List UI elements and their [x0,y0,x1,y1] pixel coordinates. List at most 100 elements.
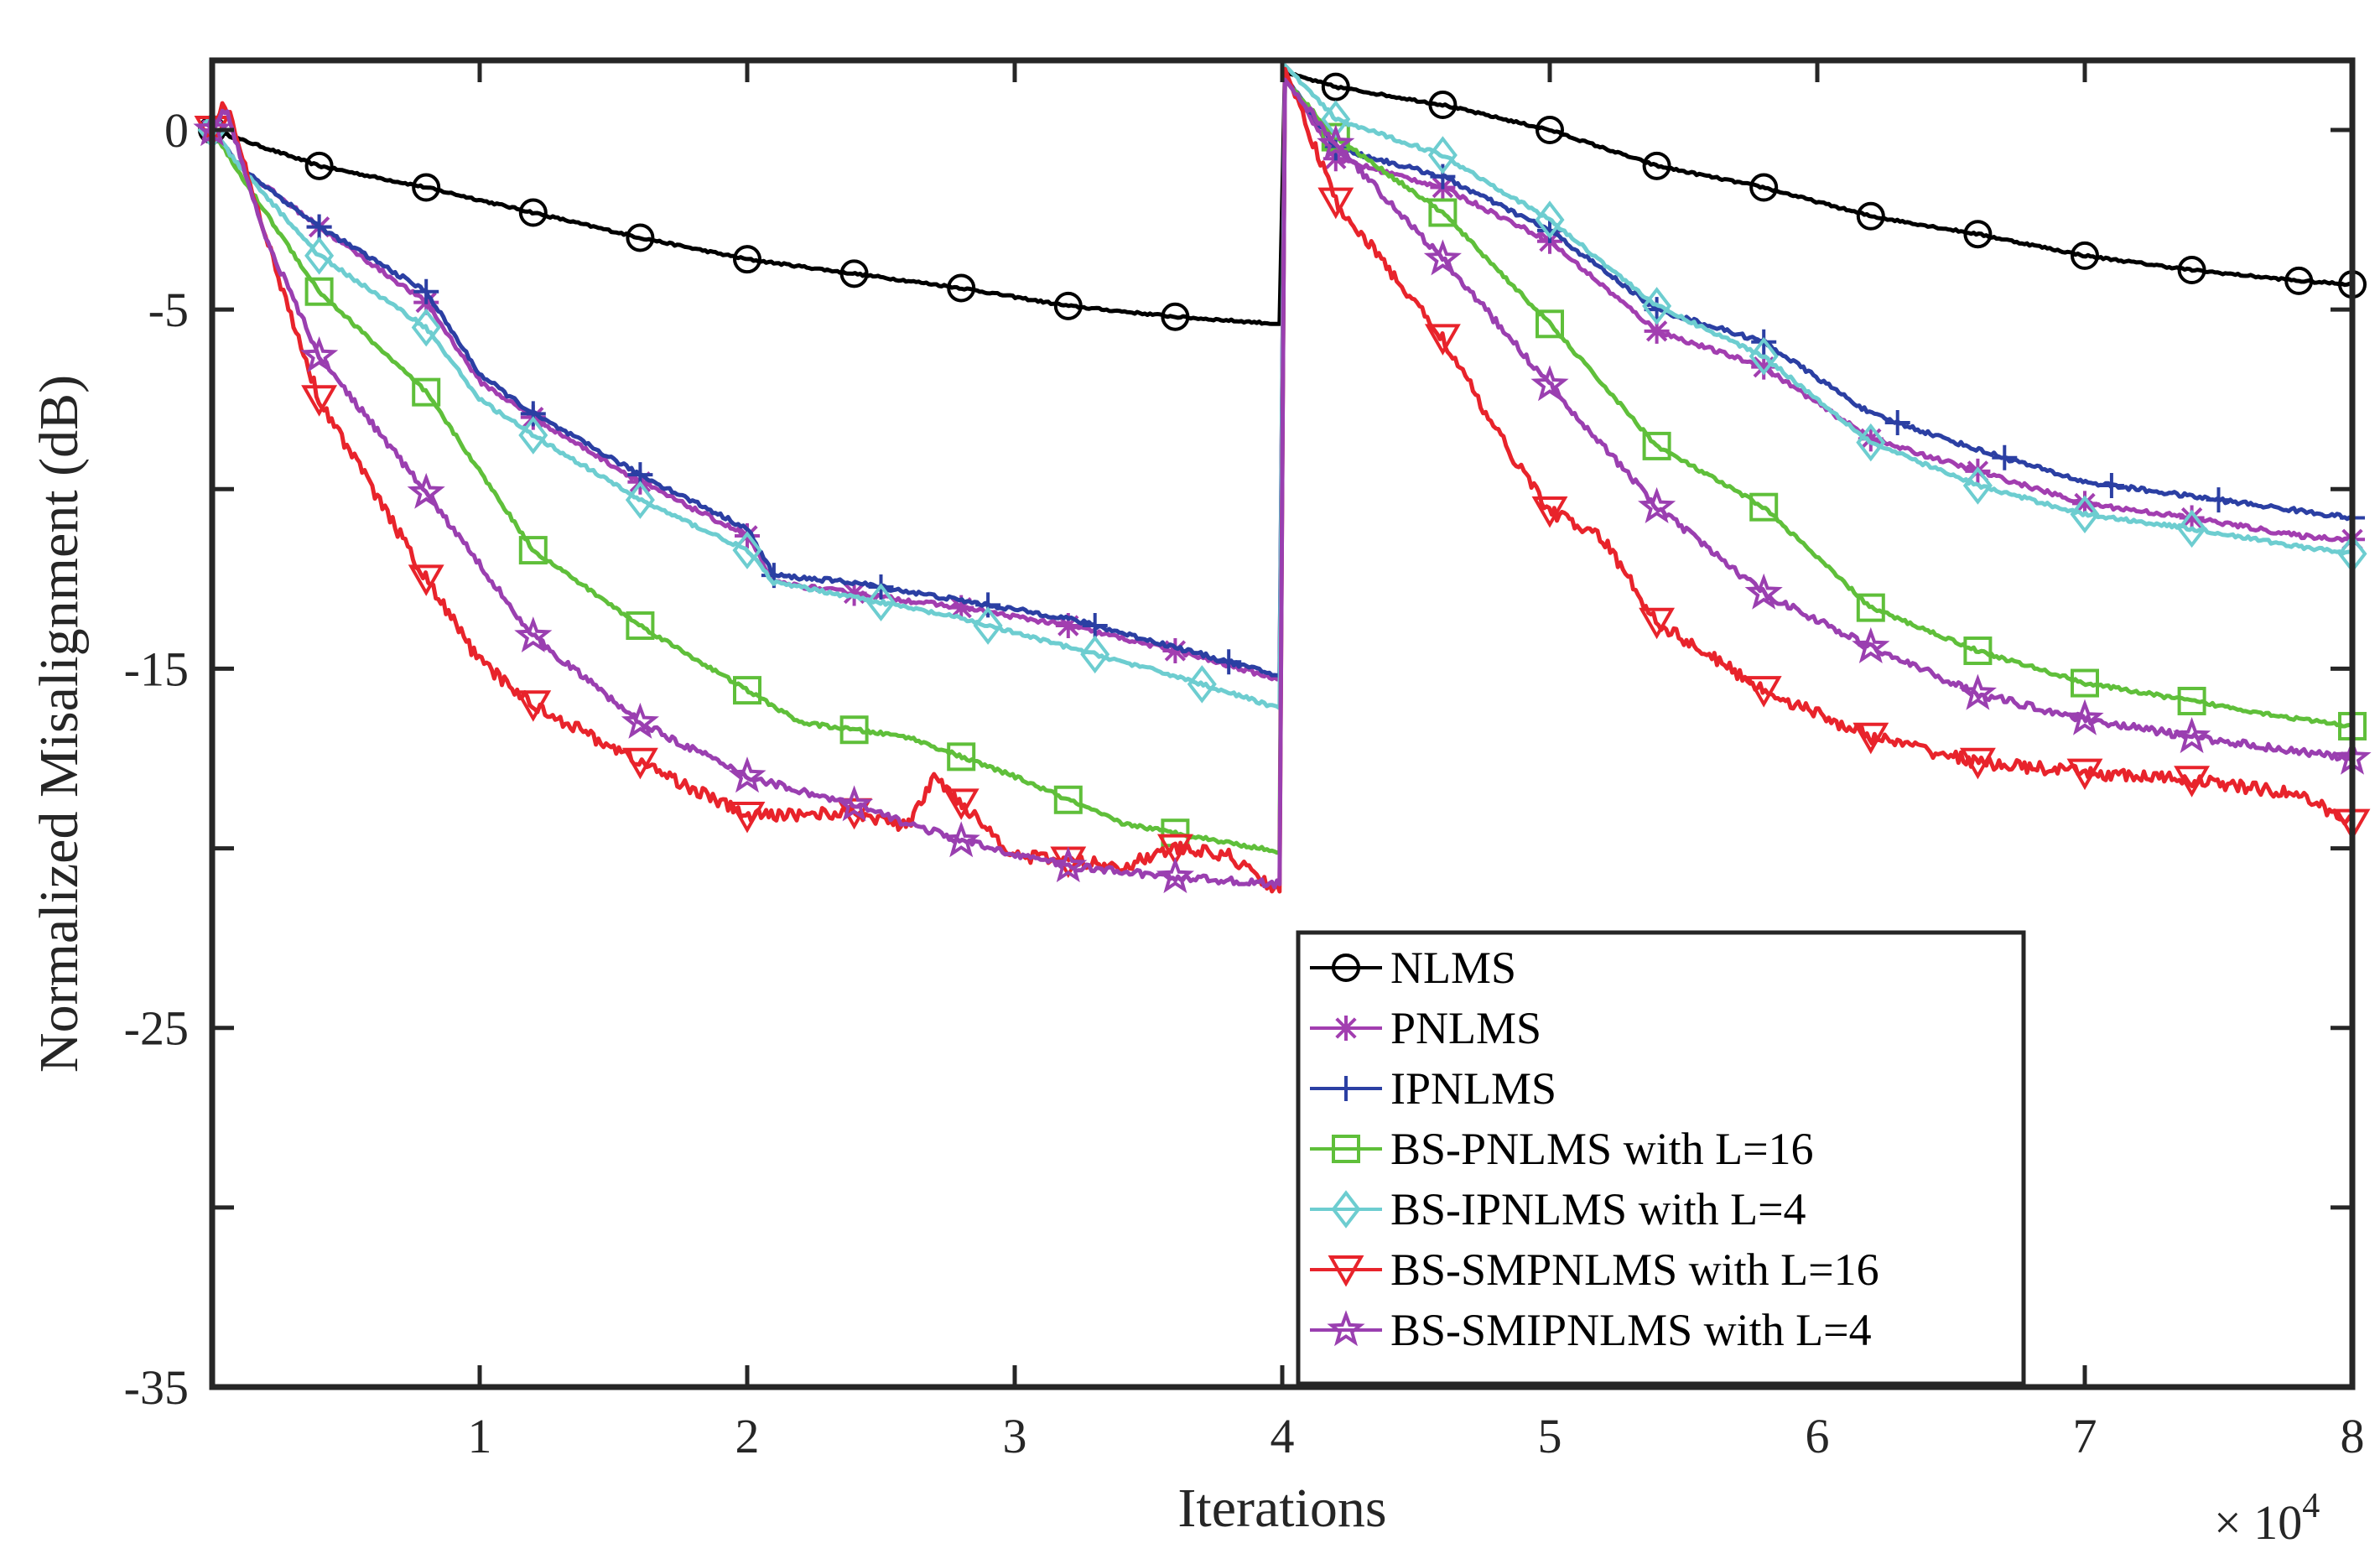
marker-asterisk [1858,426,1884,452]
x-tick-label: 6 [1806,1409,1830,1463]
marker-triangle [1424,324,1461,356]
marker-plus [2206,487,2232,513]
legend-label: BS-SMPNLMS with L=16 [1390,1244,1879,1295]
marker-circle [1856,201,1885,231]
marker-plus [1992,444,2018,470]
legend-label: BS-PNLMS with L=16 [1390,1124,1814,1174]
marker-diamond [732,531,762,569]
legend-item: PNLMS [1310,1003,1541,1053]
marker-asterisk [948,595,974,621]
legend-label: BS-IPNLMS with L=4 [1390,1184,1806,1234]
marker-triangle [1745,676,1782,708]
marker-square [1749,492,1779,522]
legend-item: BS-PNLMS with L=16 [1310,1124,1814,1174]
marker-circle [1536,116,1564,144]
marker-triangle [943,788,980,820]
marker-square [733,676,761,705]
marker-asterisk [1162,638,1188,664]
marker-star [407,472,445,509]
marker-triangle [1328,1255,1364,1287]
marker-star [942,821,980,858]
marker-square [2071,668,2099,698]
y-tick-label: -35 [124,1360,189,1415]
marker-star [621,702,659,739]
marker-circle [1749,173,1779,202]
marker-plus [306,214,332,240]
legend-label: NLMS [1390,943,1516,993]
x-multiplier-base: × 10 [2214,1495,2302,1550]
legend-label: BS-SMIPNLMS with L=4 [1390,1305,1872,1355]
legend-label: IPNLMS [1390,1063,1556,1114]
marker-circle [947,273,976,303]
marker-diamond [411,308,441,347]
x-tick-label: 3 [1003,1409,1027,1463]
x-tick-label: 4 [1271,1409,1295,1463]
marker-star [728,756,766,793]
legend-label: PNLMS [1390,1003,1541,1053]
x-multiplier-label: × 104 [2214,1487,2320,1550]
marker-square [1332,1135,1360,1163]
marker-diamond [1321,100,1351,138]
marker-star [1156,856,1194,894]
marker-diamond [973,606,1003,645]
marker-asterisk [2072,491,2097,517]
marker-diamond [1535,200,1565,239]
marker-star [2066,699,2104,735]
y-tick-label: -25 [124,1001,189,1056]
marker-asterisk [1333,1016,1359,1041]
marker-circle [518,198,548,227]
marker-star [1638,486,1676,523]
marker-asterisk [1055,613,1081,639]
marker-circle [1332,953,1360,982]
marker-square [626,611,655,641]
marker-star [1744,573,1783,610]
x-axis-label: Iterations [1177,1478,1386,1539]
legend-item: BS-IPNLMS with L=4 [1310,1184,1806,1234]
marker-circle [412,173,441,202]
marker-asterisk [1751,354,1777,380]
marker-square [1963,637,1993,666]
marker-star [1327,1310,1365,1347]
marker-circle [1642,151,1671,180]
marker-star [1317,124,1355,161]
marker-circle [1321,72,1350,101]
marker-diamond [2177,509,2207,548]
marker-triangle [2174,766,2211,798]
legend-box [1296,930,2026,1386]
plot-area [193,63,2372,894]
marker-plus [975,592,1001,618]
marker-square [518,536,548,565]
marker-circle [1963,220,1993,249]
y-tick-label: 0 [164,103,189,158]
marker-diamond [1962,466,1993,505]
marker-circle [839,259,869,288]
marker-square [1856,593,1885,622]
marker-diamond [865,583,896,621]
marker-diamond [1080,635,1110,674]
marker-triangle [1317,187,1354,220]
x-tick-label: 2 [735,1409,760,1463]
plot-frame [209,57,2356,1390]
marker-plus [1082,613,1108,639]
marker-circle [2177,256,2206,285]
marker-circle [2071,241,2099,270]
marker-diamond [1187,665,1217,704]
legend-item: NLMS [1310,943,1516,993]
x-tick-label: 7 [2073,1409,2097,1463]
marker-diamond [1642,287,1672,325]
marker-square [1536,309,1564,339]
marker-square [1053,785,1083,814]
marker-diamond [1749,337,1779,376]
marker-triangle [408,564,444,596]
legend: NLMS PNLMS IPNLMS BS-PNLMS with L=16 BS-IPNL… [1296,930,2026,1386]
marker-plus [2098,473,2124,499]
marker-diamond [2070,495,2100,534]
x-tick-label: 5 [1538,1409,1562,1463]
legend-item: BS-SMIPNLMS with L=4 [1310,1305,1872,1355]
marker-square [1642,431,1671,460]
marker-triangle [1156,834,1193,866]
marker-circle [1428,91,1458,120]
marker-triangle [621,747,658,780]
marker-square [1428,198,1458,227]
marker-circle [304,151,334,180]
